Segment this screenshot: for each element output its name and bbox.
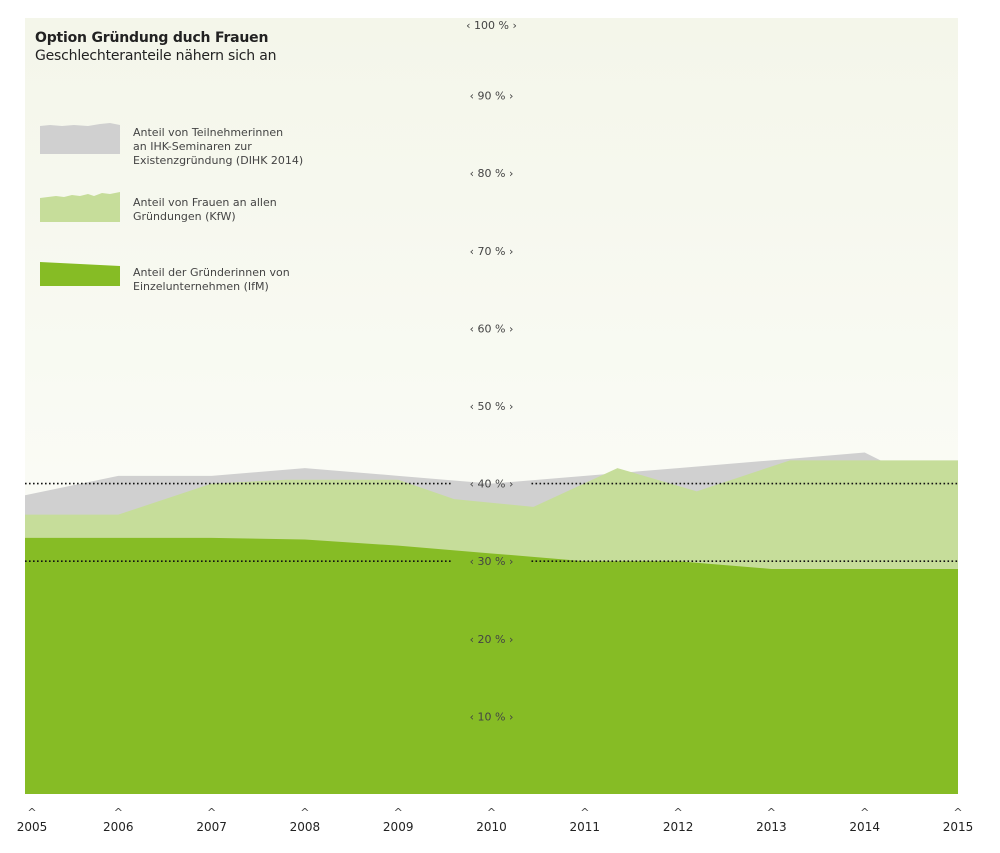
x-tick-mark: ^	[953, 806, 962, 819]
x-tick-mark: ^	[487, 806, 496, 819]
y-tick-label: ‹ 90 % ›	[470, 90, 514, 103]
legend-label-ifm: Anteil der Gründerinnen von Einzeluntern…	[133, 266, 290, 293]
x-tick-label: 2015	[943, 820, 974, 834]
legend-label-kfw: Anteil von Frauen an allen Gründungen (K…	[133, 196, 277, 223]
legend-item-kfw: Anteil von Frauen an allen Gründungen (K…	[40, 192, 340, 262]
x-tick-label: 2006	[103, 820, 134, 834]
chart-title-block: Option Gründung duch Frauen Geschlechter…	[35, 30, 276, 64]
legend-swatch-ihk	[40, 123, 120, 154]
x-tick-mark: ^	[27, 806, 36, 819]
y-tick-label: ‹ 70 % ›	[470, 245, 514, 258]
y-tick-label: ‹ 20 % ›	[470, 633, 514, 646]
x-tick-mark: ^	[207, 806, 216, 819]
x-tick-label: 2013	[756, 820, 787, 834]
x-tick-label: 2007	[196, 820, 227, 834]
legend-label-ihk: Anteil von Teilnehmerinnen an IHK-Semina…	[133, 126, 304, 167]
x-tick-mark: ^	[860, 806, 869, 819]
x-tick-label: 2008	[290, 820, 321, 834]
legend-swatch-kfw	[40, 192, 120, 222]
x-tick-mark: ^	[394, 806, 403, 819]
y-tick-label: ‹ 50 % ›	[470, 400, 514, 413]
legend-item-ifm: Anteil der Gründerinnen von Einzeluntern…	[40, 262, 340, 332]
y-tick-label: ‹ 80 % ›	[470, 167, 514, 180]
chart-title: Option Gründung duch Frauen	[35, 30, 269, 46]
legend-item-ihk: Anteil von Teilnehmerinnen an IHK-Semina…	[40, 122, 340, 192]
x-tick-label: 2010	[476, 820, 507, 834]
x-tick-mark: ^	[767, 806, 776, 819]
series-area-ifm	[25, 537, 958, 794]
y-tick-label: ‹ 30 % ›	[470, 555, 514, 568]
x-tick-label: 2012	[663, 820, 694, 834]
y-tick-label: ‹ 10 % ›	[470, 710, 514, 723]
x-tick-label: 2005	[17, 820, 48, 834]
y-tick-label: ‹ 40 % ›	[470, 478, 514, 491]
x-tick-label: 2014	[849, 820, 880, 834]
x-tick-label: 2011	[570, 820, 601, 834]
y-tick-label: ‹ 100 % ›	[466, 19, 517, 32]
x-tick-mark: ^	[580, 806, 589, 819]
x-tick-mark: ^	[114, 806, 123, 819]
x-tick-mark: ^	[300, 806, 309, 819]
legend-swatch-ifm	[40, 262, 120, 286]
legend: Anteil von Teilnehmerinnen an IHK-Semina…	[40, 122, 340, 332]
chart-subtitle: Geschlechteranteile nähern sich an	[35, 48, 277, 64]
x-tick-label: 2009	[383, 820, 414, 834]
y-tick-label: ‹ 60 % ›	[470, 322, 514, 335]
x-tick-mark: ^	[673, 806, 682, 819]
